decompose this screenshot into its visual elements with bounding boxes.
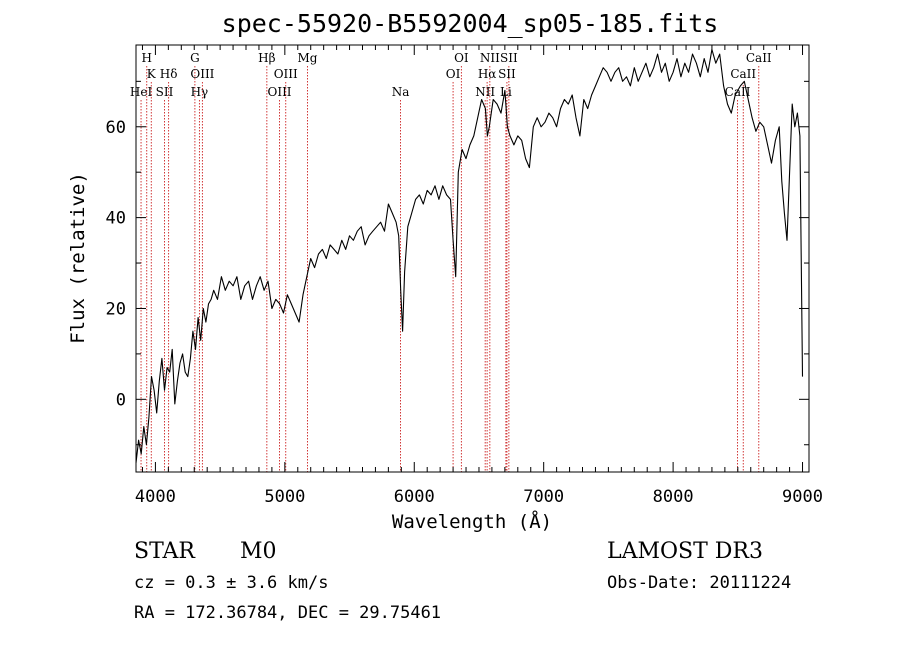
spectral-line-label-14: OI: [446, 67, 461, 81]
spectral-line-label-16: Hα: [478, 67, 497, 81]
y-axis-label: Flux (relative): [67, 172, 89, 344]
spectrum-layer: [135, 48, 804, 463]
x-tick-label-7000: 7000: [523, 487, 564, 507]
spectral-line-label-21: CaII: [746, 51, 772, 65]
spectral-line-label-6: OIII: [190, 67, 214, 81]
spectral-line-label-1: K: [147, 67, 157, 81]
coordinates-text: RA = 172.36784, DEC = 29.75461: [134, 603, 442, 623]
x-tick-label-6000: 6000: [394, 487, 435, 507]
spectral-line-label-20: Li: [500, 85, 512, 99]
spectral-line-label-4: Hδ: [160, 67, 178, 81]
spectral-line-label-10: OIII: [267, 85, 291, 99]
spectral-line-label-12: Na: [392, 85, 410, 99]
x-tick-label-9000: 9000: [782, 487, 823, 507]
survey-text: LAMOST DR3: [607, 539, 763, 564]
redshift-text: cz = 0.3 ± 3.6 km/s: [134, 573, 329, 593]
spectral-line-label-0: H: [142, 51, 152, 65]
x-tick-label-8000: 8000: [653, 487, 694, 507]
spectral-line-label-19: SII: [498, 67, 516, 81]
spectral-line-label-5: G: [190, 51, 200, 65]
subclass-text: M0: [240, 539, 277, 564]
x-tick-label-5000: 5000: [264, 487, 305, 507]
spectral-line-label-2: HeI: [130, 85, 153, 99]
plot-frame: [135, 44, 810, 473]
spectral-line-label-22: CaII: [730, 67, 756, 81]
x-tick-label-4000: 4000: [135, 487, 176, 507]
spectral-line-label-7: Hγ: [191, 85, 209, 99]
spectral-line-label-3: SII: [156, 85, 174, 99]
spectral-line-label-15: NII: [480, 51, 500, 65]
axes-layer: 4000 5000 6000 7000 8000 9000 0 20 40 60: [106, 45, 823, 507]
spectrum-line: [135, 48, 804, 463]
spectral-line-label-13: OI: [454, 51, 469, 65]
y-tick-label-40: 40: [106, 209, 126, 229]
spectral-line-label-11: Mg: [298, 51, 318, 65]
y-tick-label-60: 60: [106, 118, 126, 138]
x-axis-label: Wavelength (Å): [392, 510, 552, 533]
spectral-line-label-8: Hβ: [258, 51, 275, 65]
spectral-line-label-9: OIII: [274, 67, 298, 81]
spectral-line-label-18: SII: [500, 51, 518, 65]
spectral-line-label-17: NII: [475, 85, 495, 99]
y-tick-label-0: 0: [116, 390, 126, 410]
spectral-line-label-23: CaII: [725, 85, 751, 99]
y-tick-label-20: 20: [106, 299, 126, 319]
obs-date-text: Obs-Date: 20111224: [607, 573, 792, 593]
chart-title: spec-55920-B5592004_sp05-185.fits: [222, 9, 719, 38]
classification-text: STAR: [134, 539, 195, 564]
